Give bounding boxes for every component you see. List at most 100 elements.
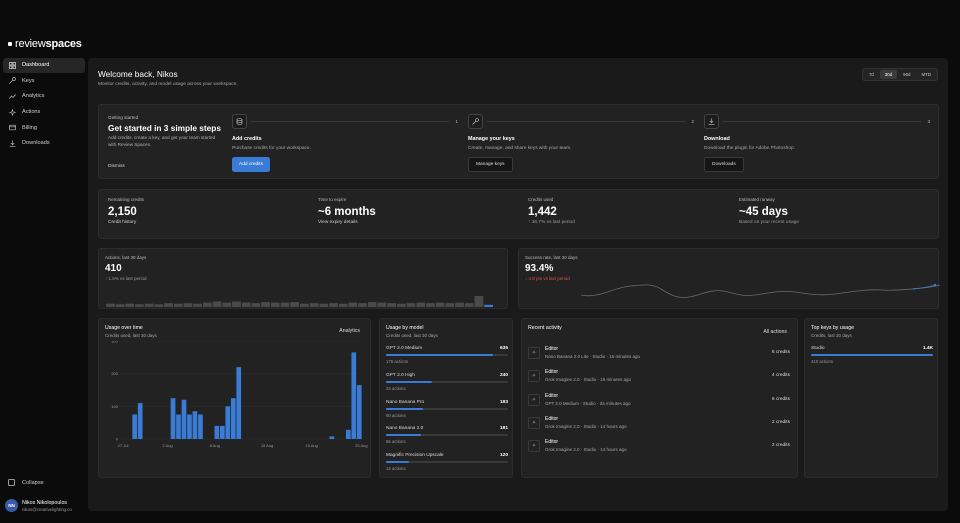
dismiss-button[interactable]: Dismiss xyxy=(108,164,125,169)
step-title: Add credits xyxy=(232,136,262,142)
usage-bar[interactable] xyxy=(356,385,362,439)
metric-value: ~6 months xyxy=(318,206,376,218)
range-30d[interactable]: 30d xyxy=(879,70,898,79)
step-title: Download xyxy=(704,136,730,142)
metric-label: Credits used xyxy=(528,197,554,202)
usage-bar[interactable] xyxy=(214,425,220,439)
model-item[interactable]: Nano Banana 2.0 181 65 actions xyxy=(386,426,508,444)
actions-bar xyxy=(173,303,183,307)
key-usage-bar xyxy=(811,354,933,356)
downloads-button[interactable]: Downloads xyxy=(704,157,744,172)
actions-bar xyxy=(193,303,202,307)
activity-credits: 6 credits xyxy=(771,396,790,402)
actions-bar xyxy=(212,301,222,307)
metrics-card: Remaining credits 2,150 Credit history T… xyxy=(98,189,939,239)
metric-change: ↑ 36.7% vs last period xyxy=(528,220,575,225)
activity-title: Editor xyxy=(545,415,559,422)
sidebar-item-analytics[interactable]: Analytics xyxy=(3,89,85,104)
logo-text-light: review xyxy=(15,38,46,50)
add-credits-button[interactable]: Add credits xyxy=(232,157,270,172)
model-item[interactable]: Magnific Precision Upscale 120 14 actions xyxy=(386,453,508,471)
getting-started-description: Add credits, create a key, and get your … xyxy=(108,135,216,147)
getting-started-card: Getting started Get started in 3 simple … xyxy=(98,104,939,179)
all-actions-link[interactable]: All actions xyxy=(763,329,787,335)
sidebar-item-billing[interactable]: Billing xyxy=(3,120,85,135)
model-credits: 635 xyxy=(499,346,508,351)
getting-started-title: Get started in 3 simple steps xyxy=(108,123,221,133)
usage-bar[interactable] xyxy=(132,414,138,440)
step-download: 3 Download Download the plugin for Adobe… xyxy=(704,114,930,172)
chart-subtitle: Credits used, last 30 days xyxy=(105,333,157,338)
credit-history-link[interactable]: Credit history xyxy=(108,220,137,225)
activity-desc: GPT 2.0 Medium · Studio · 34 minutes ago xyxy=(545,400,631,406)
sidebar-item-label: Keys xyxy=(22,77,35,84)
actions-bar-chart xyxy=(106,296,493,307)
model-item[interactable]: GPT 2.0 High 240 33 actions xyxy=(386,373,508,391)
editor-icon: ✧ xyxy=(528,393,540,406)
activity-credits: 2 credits xyxy=(771,419,790,425)
metric-value: ~45 days xyxy=(739,206,788,218)
activity-credits: 2 credits xyxy=(771,443,790,449)
view-expiry-link[interactable]: View expiry details xyxy=(318,220,358,225)
metric-value: 2,150 xyxy=(108,206,137,218)
sidebar-item-actions[interactable]: Actions xyxy=(3,105,85,120)
usage-bar[interactable] xyxy=(170,398,176,439)
metric-label: Time to expire xyxy=(318,197,347,202)
sidebar-item-dashboard[interactable]: Dashboard xyxy=(3,58,85,73)
model-item[interactable]: Nano Banana Pro 183 60 actions xyxy=(386,400,508,418)
user-name: Nikos Nikolopoulos xyxy=(22,499,68,506)
actions-bar xyxy=(329,303,338,307)
model-actions: 60 actions xyxy=(386,412,406,418)
user-profile[interactable]: NN Nikos Nikolopoulos nikos@creativeligh… xyxy=(5,499,72,512)
getting-started-label: Getting started xyxy=(108,115,139,120)
model-actions: 65 actions xyxy=(386,439,406,445)
usage-bar[interactable] xyxy=(181,399,187,439)
actions-bar xyxy=(464,303,474,307)
activity-desc: Grok Imagine 2.0 · Studio · 18 minutes a… xyxy=(545,377,632,383)
usage-bar[interactable] xyxy=(219,425,225,439)
activity-item[interactable]: ✧ Editor GPT 2.0 Medium · Studio · 34 minu… xyxy=(528,393,790,407)
usage-bar[interactable] xyxy=(192,411,198,439)
usage-by-model-card: Usage by model Credits used, last 30 day… xyxy=(379,318,513,478)
activity-item[interactable]: ✧ Editor Grok Imagine 2.0 · Studio · 18 mi… xyxy=(528,369,790,383)
usage-bar[interactable] xyxy=(176,414,181,440)
activity-desc: Grok Imagine 2.0 · Studio · 14 hours ago xyxy=(545,423,627,429)
sidebar-item-keys[interactable]: Keys xyxy=(3,74,85,89)
range-7d[interactable]: 7d xyxy=(868,72,874,77)
usage-bar[interactable] xyxy=(198,414,203,440)
model-item[interactable]: GPT 2.0 Medium 635 176 actions xyxy=(386,346,508,364)
activity-item[interactable]: ✧ Editor Nano Banana 2.0 Lite · Studio · 1… xyxy=(528,346,790,360)
success-rate-card: Success rate, last 30 days 93.4% ↓ 4.8 p… xyxy=(518,248,940,309)
key-name: Studio xyxy=(811,346,825,351)
activity-item[interactable]: ✧ Editor Grok Imagine 2.0 · Studio · 14 ho… xyxy=(528,439,790,453)
analytics-link[interactable]: Analytics xyxy=(339,328,360,334)
usage-bar[interactable] xyxy=(230,398,236,439)
actions-bar xyxy=(144,303,154,307)
range-90d[interactable]: 90d xyxy=(903,72,911,77)
actions-bar xyxy=(106,303,115,307)
usage-bar[interactable] xyxy=(345,429,351,439)
actions-bar xyxy=(474,296,484,307)
model-credits: 240 xyxy=(499,372,508,378)
collapse-button[interactable]: Collapse xyxy=(8,479,44,486)
step-manage-keys: 2 Manage your keys Create, manage, and s… xyxy=(468,114,694,172)
actions-bar xyxy=(358,303,367,307)
analytics-icon xyxy=(8,92,16,100)
y-tick-label: 200 xyxy=(111,371,118,376)
key-item-studio[interactable]: Studio 1.4K 410 actions xyxy=(811,346,933,364)
usage-bar[interactable] xyxy=(236,367,242,439)
sidebar-collapse-icon xyxy=(8,479,15,486)
usage-bar[interactable] xyxy=(351,352,357,439)
usage-bar[interactable] xyxy=(187,414,192,440)
logo[interactable]: review spaces xyxy=(8,38,82,50)
key-icon xyxy=(8,77,16,85)
range-mtd[interactable]: MTD xyxy=(921,72,931,77)
x-tick-label: 25 Aug xyxy=(355,443,367,448)
usage-bar[interactable] xyxy=(137,403,143,439)
activity-item[interactable]: ✧ Editor Grok Imagine 2.0 · Studio · 14 ho… xyxy=(528,416,790,430)
actions-bar xyxy=(309,303,319,307)
manage-keys-button[interactable]: Manage keys xyxy=(468,157,513,172)
usage-bar[interactable] xyxy=(329,436,335,439)
sidebar-item-downloads[interactable]: Downloads xyxy=(3,136,85,151)
usage-bar[interactable] xyxy=(225,406,231,439)
